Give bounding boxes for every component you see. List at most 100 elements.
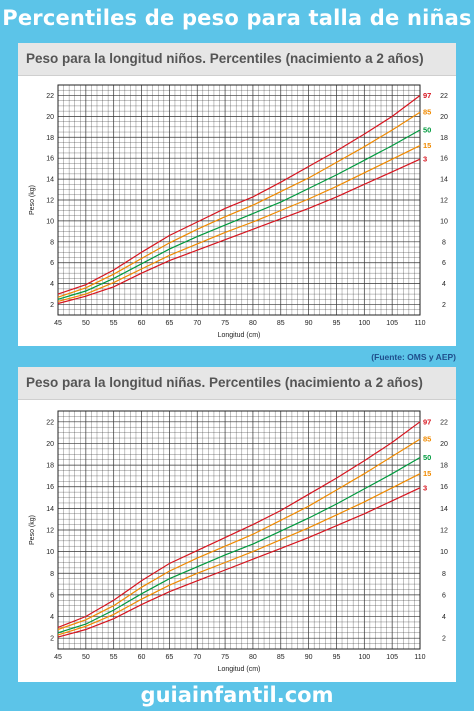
y-tick-label-left: 6 (50, 592, 54, 599)
y-tick-label-right: 22 (440, 93, 448, 100)
x-axis-label: Longitud (cm) (218, 666, 261, 673)
series-label-p15: 15 (423, 469, 431, 478)
y-tick-label-right: 12 (440, 528, 448, 535)
brand-logo-text[interactable]: guiainfantil.com (140, 683, 334, 707)
y-tick-label-right: 2 (442, 302, 446, 309)
series-label-p3: 3 (423, 483, 427, 492)
series-label-p3: 3 (423, 155, 427, 164)
y-tick-label-left: 18 (46, 463, 54, 470)
y-tick-label-left: 8 (50, 239, 54, 246)
series-line-p15 (57, 145, 421, 302)
x-tick-label: 80 (249, 654, 257, 661)
y-tick-label-left: 4 (50, 614, 54, 621)
x-axis-label: Longitud (cm) (218, 332, 261, 339)
series-label-p50: 50 (423, 453, 431, 462)
y-tick-label-right: 20 (440, 114, 448, 121)
y-tick-label-left: 20 (46, 114, 54, 121)
series-label-p97: 97 (423, 417, 431, 426)
series-label-p85: 85 (423, 108, 431, 117)
y-tick-label-right: 18 (440, 463, 448, 470)
y-tick-label-right: 18 (440, 135, 448, 142)
y-tick-label-right: 6 (442, 260, 446, 267)
x-tick-label: 65 (165, 654, 173, 661)
y-tick-label-left: 2 (50, 636, 54, 643)
y-tick-label-left: 12 (46, 528, 54, 535)
x-tick-label: 110 (414, 654, 425, 661)
x-tick-label: 90 (305, 654, 313, 661)
y-tick-label-left: 20 (46, 441, 54, 448)
x-tick-label: 75 (221, 320, 229, 327)
y-tick-label-left: 14 (46, 177, 54, 184)
series-label-p15: 15 (423, 141, 431, 150)
y-tick-label-right: 14 (440, 506, 448, 513)
x-tick-label: 45 (54, 654, 62, 661)
series-label-p85: 85 (423, 435, 431, 444)
chart-title-girls: Peso para la longitud niñas. Percentiles… (26, 375, 423, 390)
series-label-p50: 50 (423, 125, 431, 134)
series-label-p97: 97 (423, 91, 431, 100)
series-line-p3 (57, 487, 421, 638)
y-tick-label-right: 8 (442, 571, 446, 578)
y-tick-label-right: 20 (440, 441, 448, 448)
series-line-p85 (57, 438, 421, 631)
grid (57, 410, 421, 650)
series-line-p85 (57, 111, 421, 298)
y-tick-label-right: 14 (440, 177, 448, 184)
source-note: (Fuente: OMS y AEP) (371, 352, 456, 362)
x-tick-label: 50 (82, 320, 90, 327)
plot-frame (57, 410, 421, 650)
series-line-p50 (57, 456, 421, 634)
x-tick-label: 90 (305, 320, 313, 327)
chart-panel-boys: Peso para la longitud niños. Percentiles… (18, 43, 456, 346)
x-tick-label: 75 (221, 654, 229, 661)
y-tick-label-left: 16 (46, 484, 54, 491)
y-tick-label-left: 22 (46, 93, 54, 100)
x-tick-label: 95 (333, 654, 341, 661)
y-tick-label-right: 10 (440, 549, 448, 556)
y-tick-label-left: 6 (50, 260, 54, 267)
plot-frame (57, 84, 421, 316)
series-line-p15 (57, 473, 421, 636)
x-tick-label: 110 (414, 320, 425, 327)
series-line-p97 (57, 95, 421, 295)
y-tick-label-left: 12 (46, 198, 54, 205)
x-tick-label: 60 (138, 654, 146, 661)
y-tick-label-right: 4 (442, 614, 446, 621)
series-line-p50 (57, 129, 421, 300)
x-tick-label: 105 (386, 654, 398, 661)
series-line-p97 (57, 421, 421, 628)
y-tick-label-left: 2 (50, 302, 54, 309)
chart-header-girls: Peso para la longitud niñas. Percentiles… (18, 367, 456, 400)
chart-panel-girls: Peso para la longitud niñas. Percentiles… (18, 367, 456, 682)
x-tick-label: 105 (386, 320, 398, 327)
x-tick-label: 55 (110, 320, 118, 327)
y-tick-label-right: 16 (440, 156, 448, 163)
y-tick-label-right: 6 (442, 592, 446, 599)
x-tick-label: 70 (193, 654, 201, 661)
series-line-p3 (57, 158, 421, 305)
y-tick-label-left: 4 (50, 281, 54, 288)
page-title: Percentiles de peso para talla de niñas (2, 6, 472, 30)
x-tick-label: 85 (277, 654, 285, 661)
y-tick-label-right: 8 (442, 239, 446, 246)
y-tick-label-right: 4 (442, 281, 446, 288)
y-tick-label-right: 12 (440, 198, 448, 205)
x-tick-label: 95 (333, 320, 341, 327)
grid (57, 84, 421, 316)
x-tick-label: 60 (138, 320, 146, 327)
x-tick-label: 45 (54, 320, 62, 327)
x-tick-label: 50 (82, 654, 90, 661)
x-tick-label: 55 (110, 654, 118, 661)
y-axis-label: Peso (kg) (29, 515, 36, 545)
y-tick-label-left: 10 (46, 549, 54, 556)
x-tick-label: 70 (193, 320, 201, 327)
chart-header-boys: Peso para la longitud niños. Percentiles… (18, 43, 456, 76)
y-tick-label-left: 16 (46, 156, 54, 163)
y-axis-label: Peso (kg) (29, 185, 36, 215)
x-tick-label: 100 (358, 320, 370, 327)
x-tick-label: 65 (165, 320, 173, 327)
x-tick-label: 100 (358, 654, 370, 661)
